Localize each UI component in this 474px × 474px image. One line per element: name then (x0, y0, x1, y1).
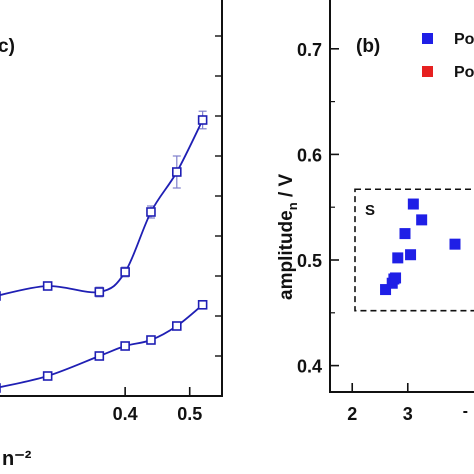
panel-b-legend: Po Po (422, 31, 474, 81)
panel-b-data-point (407, 198, 419, 210)
legend-label: Po (454, 31, 474, 48)
panel-b-y-tick-label: 0.5 (297, 251, 322, 271)
y-axis-label-main: amplitude (276, 210, 297, 300)
panel-c: c) 0.4 0.5 n⁻² (0, 0, 223, 470)
panel-c-label: c) (0, 36, 15, 57)
panel-c-data-point (197, 115, 208, 125)
panel-b-data-point (380, 284, 392, 296)
panel-c-series-lines (0, 119, 204, 389)
panel-c-data-point (94, 287, 105, 297)
panel-c-x-axis-label-fragment: n⁻² (2, 448, 32, 470)
panel-c-data-point (120, 267, 130, 277)
legend-label: Po (454, 64, 474, 81)
panel-c-series-2-line (0, 304, 204, 389)
panel-b-y-tick-label: 0.7 (297, 40, 322, 60)
panel-b-box-label: S (365, 202, 375, 219)
panel-b-dashed-box (354, 188, 474, 312)
legend-marker (422, 33, 433, 44)
panel-c-data-point (172, 321, 182, 331)
panel-b-data-point (399, 228, 411, 240)
panel-c-frame (0, 0, 223, 397)
panel-c-x-tick-label: 0.4 (113, 404, 138, 424)
panel-c-data-point (120, 341, 130, 351)
panel-b-x-tick-label: 3 (403, 404, 413, 424)
legend-marker (422, 66, 433, 77)
panel-b-data-point (390, 272, 402, 284)
panel-c-x-tick-label: 0.5 (177, 404, 202, 424)
panel-b-data-point (416, 214, 428, 226)
panel-c-data-point (172, 167, 182, 177)
panel-b-y-tick-label: 0.4 (297, 357, 322, 377)
panel-c-data-point (146, 335, 156, 345)
panel-c-data-point (42, 371, 53, 381)
y-axis-label-subscript: n (285, 202, 300, 210)
panel-c-data-point (94, 351, 105, 361)
panel-b-frame (329, 0, 474, 393)
panel-b-markers (380, 198, 461, 296)
panel-b-data-point (405, 249, 417, 261)
panel-c-data-point (197, 299, 208, 310)
panel-b-label: (b) (356, 36, 380, 57)
panel-c-x-ticks: 0.4 0.5 (113, 387, 202, 424)
panel-b-y-ticks: 0.4 0.5 0.6 0.7 (297, 40, 339, 377)
panel-b-y-axis-label: amplituden / V (276, 173, 300, 300)
panel-c-data-point (146, 207, 156, 217)
panel-c-markers (0, 115, 208, 393)
panel-c-series-1-line (0, 119, 204, 297)
panel-b-y-tick-label: 0.6 (297, 145, 322, 165)
panel-c-y-ticks (215, 35, 222, 357)
panel-c-data-point (42, 281, 53, 291)
y-axis-label-unit: / V (276, 173, 297, 202)
panel-b-data-point (449, 238, 461, 250)
panel-b-x-tick-label: 2 (347, 404, 357, 424)
panel-b-data-point (392, 252, 404, 264)
